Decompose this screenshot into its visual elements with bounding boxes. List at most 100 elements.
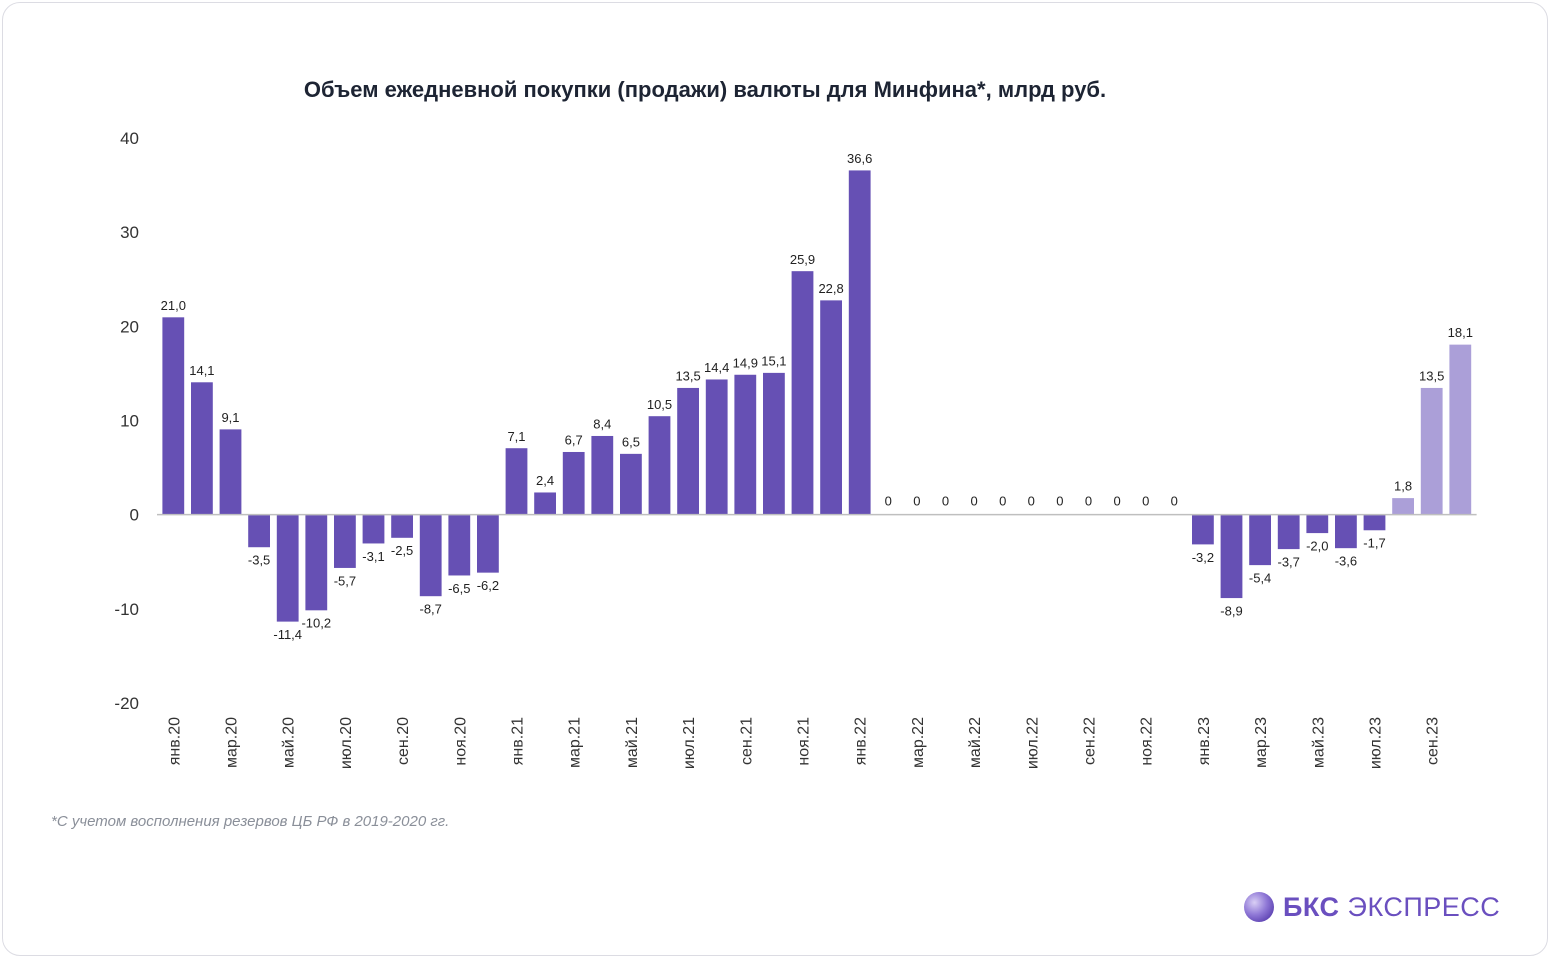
- bar: [1191, 514, 1215, 546]
- data-label: -3,1: [362, 549, 384, 564]
- y-tick-label: 0: [130, 506, 139, 525]
- x-tick-label: ноя.20: [452, 717, 469, 766]
- x-tick-label: янв.20: [166, 717, 183, 765]
- bar: [790, 270, 815, 516]
- bar: [304, 514, 329, 612]
- y-tick-label: -20: [114, 694, 139, 713]
- footnote: *С учетом восполнения резервов ЦБ РФ в 2…: [51, 813, 450, 830]
- brand-name-bold: БКС: [1283, 891, 1340, 922]
- data-label: -1,7: [1363, 536, 1385, 551]
- data-label: 14,1: [189, 363, 214, 378]
- bar: [361, 514, 386, 545]
- bar: [1362, 514, 1387, 532]
- x-tick-label: сен.23: [1425, 717, 1442, 765]
- x-tick-label: янв.21: [510, 717, 527, 765]
- bar: [733, 373, 758, 516]
- data-label: 36,6: [847, 151, 872, 166]
- x-tick-label: ноя.22: [1139, 717, 1156, 766]
- y-tick-label: 20: [120, 317, 139, 336]
- data-label: 0: [913, 494, 920, 509]
- data-label: 0: [1171, 494, 1178, 509]
- bar: [647, 415, 672, 516]
- bar: [705, 378, 729, 516]
- x-tick-label: май.23: [1310, 717, 1327, 768]
- bar: [418, 514, 443, 597]
- data-label: 0: [970, 494, 977, 509]
- data-label: 8,4: [593, 417, 611, 432]
- chart-title: Объем ежедневной покупки (продажи) валют…: [303, 77, 1107, 102]
- data-label: 0: [1028, 494, 1035, 509]
- x-tick-label: сен.21: [738, 717, 755, 765]
- x-tick-label: мар.23: [1253, 717, 1270, 768]
- x-tick-label: мар.21: [567, 717, 584, 768]
- bar: [562, 451, 586, 516]
- data-label: 0: [885, 494, 892, 509]
- x-tick-label: июл.22: [1024, 717, 1041, 769]
- bar: [1391, 497, 1415, 516]
- data-label: -3,7: [1277, 555, 1299, 570]
- data-label: 25,9: [790, 252, 815, 267]
- data-label: 14,4: [704, 360, 729, 375]
- x-tick-label: июл.23: [1368, 717, 1385, 769]
- bar: [762, 372, 786, 516]
- data-label: -2,5: [391, 543, 413, 558]
- data-label: -11,4: [273, 627, 302, 642]
- bar: [247, 514, 271, 549]
- y-tick-label: 10: [120, 412, 139, 431]
- bar: [1277, 514, 1301, 550]
- bar: [1219, 514, 1244, 599]
- y-tick-label: 30: [120, 223, 139, 242]
- data-label: -3,6: [1335, 554, 1357, 569]
- bar: [1248, 514, 1272, 566]
- data-label: -5,4: [1249, 571, 1271, 586]
- brand-name: БКС ЭКСПРЕСС: [1283, 892, 1500, 923]
- bar: [390, 514, 414, 539]
- data-label: 0: [1056, 494, 1063, 509]
- x-tick-label: май.22: [967, 717, 984, 768]
- data-label: 22,8: [818, 281, 843, 296]
- x-tick-label: сен.22: [1082, 717, 1099, 765]
- x-tick-label: ноя.21: [796, 717, 813, 766]
- bar: [590, 435, 615, 516]
- data-label: 2,4: [536, 473, 554, 488]
- data-label: 18,1: [1448, 325, 1473, 340]
- bar: [1448, 343, 1473, 516]
- data-label: 21,0: [161, 298, 186, 313]
- x-tick-label: янв.23: [1196, 717, 1213, 765]
- data-label: 7,1: [507, 429, 525, 444]
- data-label: 6,5: [622, 434, 640, 449]
- bar: [161, 316, 186, 516]
- data-label: -3,5: [248, 553, 270, 568]
- bar: [1305, 514, 1330, 534]
- bar: [333, 514, 357, 569]
- bar: [848, 169, 872, 516]
- data-label: -3,2: [1192, 550, 1214, 565]
- bar: [619, 453, 643, 516]
- bar: [447, 514, 472, 577]
- data-label: 10,5: [647, 397, 672, 412]
- data-label: -8,7: [419, 602, 441, 617]
- x-tick-label: июл.21: [681, 717, 698, 769]
- x-tick-label: июл.20: [338, 717, 355, 769]
- x-tick-label: сен.20: [395, 717, 412, 765]
- bar: [1334, 514, 1358, 549]
- x-tick-label: янв.22: [853, 717, 870, 765]
- y-tick-label: -10: [114, 600, 139, 619]
- bar: [819, 299, 843, 516]
- data-label: 13,5: [1419, 369, 1444, 384]
- data-label: 15,1: [761, 353, 786, 368]
- data-label: 13,5: [675, 369, 700, 384]
- bar: [504, 447, 529, 516]
- data-label: -6,5: [448, 581, 470, 596]
- bar: [218, 428, 243, 516]
- data-label: 9,1: [221, 410, 239, 425]
- bar: [275, 514, 300, 623]
- y-tick-label: 40: [120, 129, 139, 148]
- x-tick-label: май.20: [281, 717, 298, 768]
- data-label: -5,7: [334, 573, 356, 588]
- bar-chart: -20 -10 0 10 20 30 40 21,0 14,1 9,1 -3,5 -11,4-10,2…: [114, 129, 1477, 769]
- data-label: 14,9: [733, 355, 758, 370]
- brand-name-regular: ЭКСПРЕСС: [1347, 891, 1501, 922]
- bar: [533, 491, 557, 516]
- data-label: 0: [1113, 494, 1120, 509]
